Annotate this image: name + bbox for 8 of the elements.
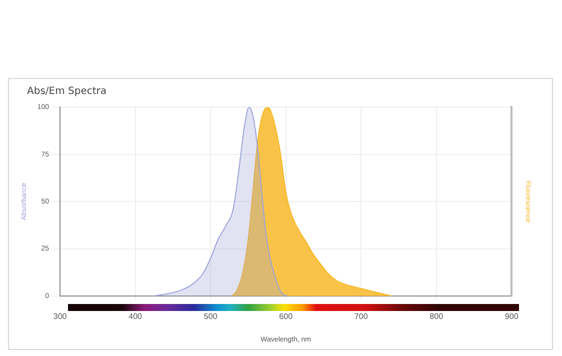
chart-title: Abs/Em Spectra bbox=[27, 86, 107, 97]
x-tick-label: 600 bbox=[279, 312, 294, 322]
x-tick-label: 300 bbox=[53, 312, 68, 322]
x-tick-label: 500 bbox=[204, 312, 218, 322]
x-tick-label: 900 bbox=[504, 312, 519, 322]
x-tick-label: 800 bbox=[430, 312, 444, 322]
x-tick-label: 400 bbox=[128, 312, 143, 322]
x-tick-label: 700 bbox=[354, 312, 368, 322]
